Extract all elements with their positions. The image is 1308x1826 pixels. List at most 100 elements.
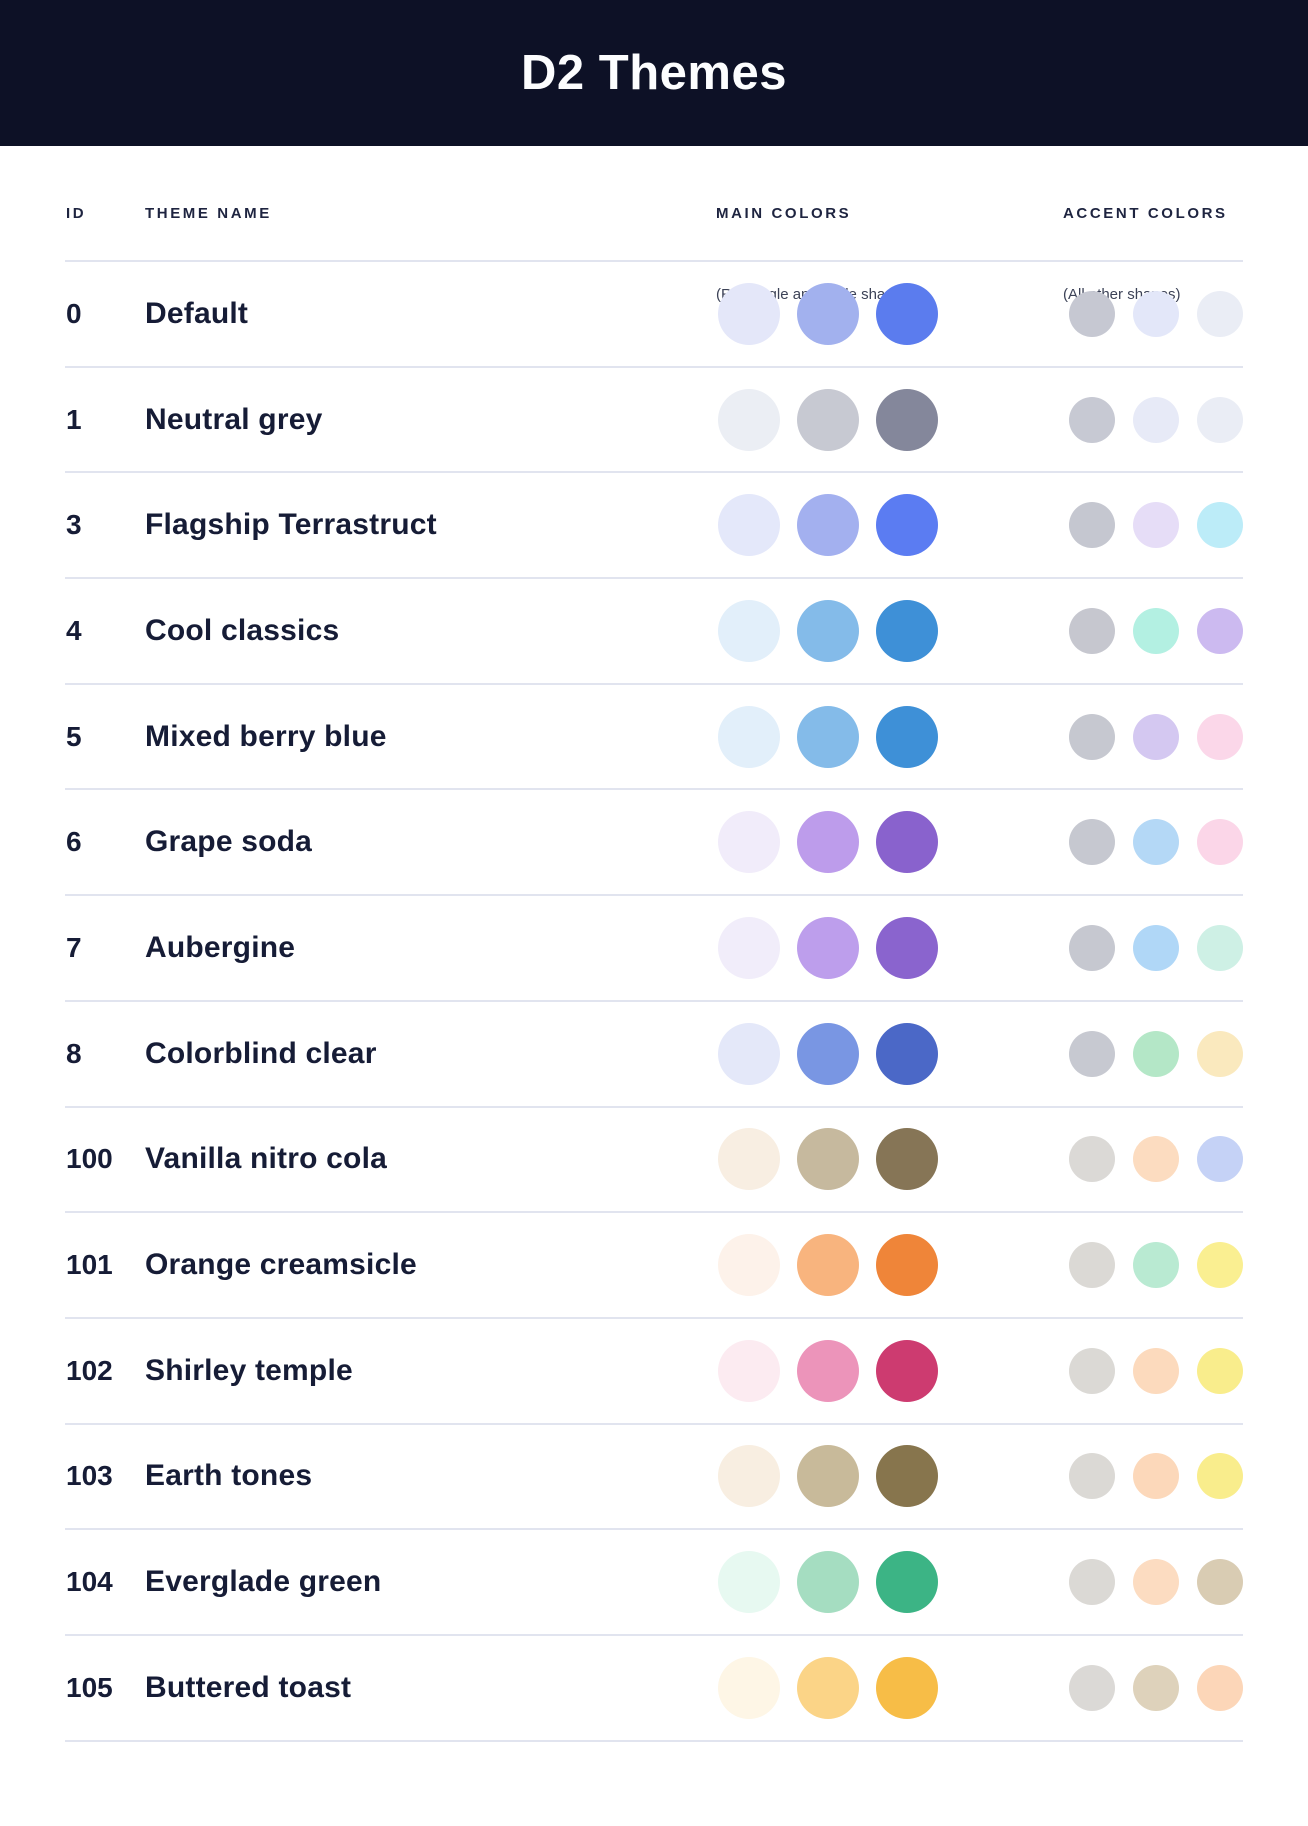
table-row: 101 Orange creamsicle [65,1213,1243,1319]
theme-id: 0 [66,297,82,329]
accent-colors-label: ACCENT COLORS [1063,205,1228,222]
main-color-swatch-3 [876,916,938,979]
main-color-swatch-2 [797,1234,859,1297]
accent-color-swatch-2 [1133,1559,1179,1606]
main-color-swatch-2 [797,1445,859,1508]
theme-name: Neutral grey [145,402,323,436]
main-color-swatch-1 [718,599,780,662]
main-color-swatch-3 [876,1656,938,1719]
column-header-id: ID [66,205,87,222]
main-color-swatch-1 [718,916,780,979]
accent-color-swatch-1 [1069,1030,1115,1077]
main-color-swatch-1 [718,705,780,768]
main-color-swatches [718,1234,938,1297]
accent-color-swatches [1069,1136,1243,1183]
main-color-swatch-1 [718,1551,780,1614]
accent-color-swatch-2 [1133,396,1179,443]
main-color-swatch-1 [718,1339,780,1402]
accent-color-swatches [1069,396,1243,443]
theme-name: Colorblind clear [145,1036,377,1070]
accent-color-swatch-2 [1133,1664,1179,1711]
theme-id: 8 [66,1037,82,1069]
main-color-swatch-2 [797,599,859,662]
main-color-swatch-1 [718,1022,780,1085]
accent-color-swatches [1069,713,1243,760]
main-color-swatch-1 [718,282,780,345]
accent-color-swatch-1 [1069,1664,1115,1711]
accent-color-swatch-1 [1069,502,1115,549]
main-color-swatch-2 [797,916,859,979]
main-color-swatch-1 [718,1128,780,1191]
theme-name: Cool classics [145,613,340,647]
main-color-swatch-3 [876,811,938,874]
theme-id: 4 [66,614,82,646]
main-color-swatches [718,599,938,662]
table-row: 100 Vanilla nitro cola [65,1108,1243,1214]
main-color-swatch-2 [797,811,859,874]
theme-name: Buttered toast [145,1670,352,1704]
main-color-swatch-3 [876,1339,938,1402]
accent-color-swatch-3 [1197,1453,1243,1500]
main-color-swatch-3 [876,494,938,557]
main-color-swatches [718,494,938,557]
accent-color-swatch-2 [1133,290,1179,337]
accent-color-swatches [1069,290,1243,337]
main-colors-label: MAIN COLORS [716,205,852,222]
accent-color-swatch-1 [1069,1242,1115,1289]
main-color-swatches [718,705,938,768]
theme-id: 105 [66,1671,113,1703]
table-row: 1 Neutral grey [65,368,1243,474]
theme-name: Grape soda [145,825,313,859]
accent-color-swatches [1069,502,1243,549]
accent-color-swatch-2 [1133,819,1179,866]
theme-rows: 0 Default 1 Neutral grey 3 Flagship Terr… [65,260,1243,1742]
main-color-swatch-1 [718,388,780,451]
main-color-swatch-3 [876,1445,938,1508]
theme-name: Aubergine [145,930,296,964]
accent-color-swatch-2 [1133,1242,1179,1289]
accent-color-swatch-1 [1069,607,1115,654]
column-header-theme-name: THEME NAME [145,205,272,222]
main-color-swatches [718,1128,938,1191]
table-column-headers: ID THEME NAME MAIN COLORS (Rectangle and… [65,146,1243,303]
column-header-accent-colors: ACCENT COLORS (All other shapes) [1063,205,1228,303]
accent-color-swatches [1069,1664,1243,1711]
theme-name: Vanilla nitro cola [145,1142,388,1176]
main-color-swatches [718,1551,938,1614]
main-color-swatch-3 [876,1234,938,1297]
accent-color-swatch-1 [1069,1347,1115,1394]
theme-name: Orange creamsicle [145,1248,417,1282]
main-color-swatch-1 [718,1656,780,1719]
main-color-swatch-3 [876,599,938,662]
accent-color-swatch-1 [1069,1453,1115,1500]
main-color-swatch-2 [797,1022,859,1085]
theme-id: 3 [66,509,82,541]
theme-id: 5 [66,720,82,752]
page-title: D2 Themes [521,46,787,100]
main-color-swatch-2 [797,1128,859,1191]
accent-color-swatch-3 [1197,1347,1243,1394]
theme-id: 1 [66,403,82,435]
theme-id: 104 [66,1566,113,1598]
accent-color-swatch-1 [1069,819,1115,866]
accent-color-swatches [1069,1030,1243,1077]
main-color-swatches [718,1656,938,1719]
accent-color-swatch-3 [1197,1136,1243,1183]
main-color-swatch-3 [876,1128,938,1191]
main-color-swatches [718,811,938,874]
accent-color-swatch-2 [1133,1453,1179,1500]
themes-table: ID THEME NAME MAIN COLORS (Rectangle and… [65,146,1243,1742]
main-color-swatch-2 [797,705,859,768]
accent-color-swatches [1069,819,1243,866]
accent-color-swatch-1 [1069,924,1115,971]
accent-color-swatch-3 [1197,1242,1243,1289]
main-color-swatch-3 [876,282,938,345]
main-color-swatch-3 [876,1022,938,1085]
table-row: 5 Mixed berry blue [65,685,1243,791]
main-color-swatch-1 [718,1445,780,1508]
table-row: 103 Earth tones [65,1425,1243,1531]
table-row: 4 Cool classics [65,579,1243,685]
theme-name: Earth tones [145,1459,313,1493]
main-color-swatches [718,1445,938,1508]
accent-color-swatch-3 [1197,924,1243,971]
